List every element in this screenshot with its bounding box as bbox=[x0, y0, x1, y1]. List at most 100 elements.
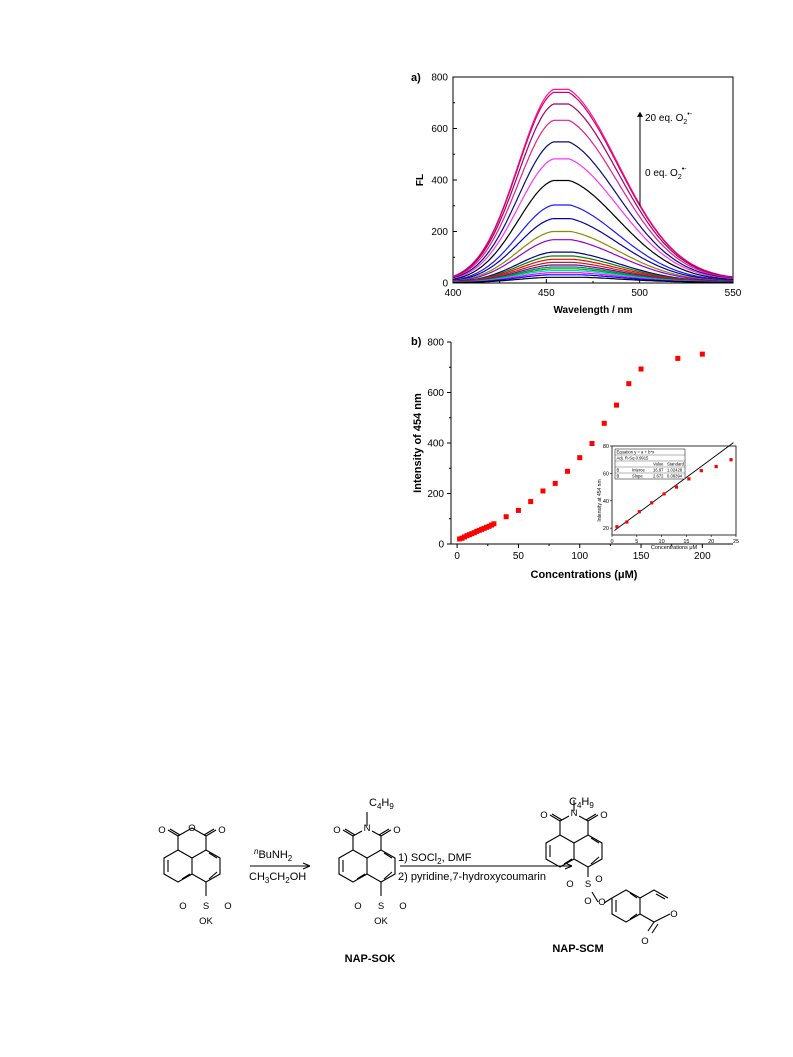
panel-label-a: a) bbox=[411, 72, 421, 84]
inset-data-point bbox=[729, 458, 733, 462]
spectrum-series-10 bbox=[452, 230, 733, 282]
reagent-top: nBuNH2 bbox=[254, 847, 293, 863]
atom-label: OK bbox=[374, 916, 388, 927]
atom-label: O bbox=[641, 936, 648, 947]
data-point bbox=[515, 507, 521, 513]
inset-fit-table bbox=[614, 448, 686, 480]
spectrum-series-2 bbox=[452, 91, 734, 278]
y-tick-label: 0 bbox=[438, 540, 444, 551]
x-tick-label: 200 bbox=[694, 551, 711, 562]
data-point bbox=[564, 468, 570, 474]
compound-1-structure bbox=[163, 827, 221, 896]
reagent-bottom: CH3CH2OH bbox=[249, 871, 306, 885]
y-tick-label: 400 bbox=[427, 439, 444, 450]
atom-label: OK bbox=[199, 916, 213, 927]
inset-y-tick-label: 40 bbox=[603, 499, 609, 505]
data-point bbox=[577, 455, 583, 461]
x-tick-label: 100 bbox=[571, 551, 588, 562]
titration-arrow-head bbox=[637, 111, 643, 117]
compound-name-nap-scm: NAP-SCM bbox=[552, 943, 603, 955]
butyl-label: C4H9 bbox=[369, 797, 394, 811]
atom-label: N bbox=[571, 808, 578, 819]
annotation-20eq: 20 eq. O2•- bbox=[645, 111, 693, 126]
spectrum-series-4 bbox=[452, 119, 734, 279]
x-tick-label: 500 bbox=[631, 288, 648, 299]
x-tick-label: 150 bbox=[633, 551, 650, 562]
spectrum-series-3 bbox=[452, 103, 734, 278]
inset-x-tick-label: 20 bbox=[708, 539, 714, 545]
panel-label-b: b) bbox=[411, 336, 422, 348]
atom-label: O bbox=[566, 879, 573, 890]
inset-table-row2-value: 2.672 bbox=[653, 474, 664, 479]
inset-data-point bbox=[625, 520, 629, 524]
data-point bbox=[491, 521, 497, 527]
data-point bbox=[589, 441, 595, 447]
y-axis-label: FL bbox=[415, 174, 426, 186]
inset-data-point bbox=[699, 469, 703, 473]
inset-table-row1-param: Interce bbox=[632, 468, 645, 473]
data-point bbox=[528, 499, 534, 505]
data-point bbox=[614, 402, 620, 408]
inset-table-row1-std: 1.02428 bbox=[667, 468, 683, 473]
data-point bbox=[552, 480, 558, 486]
atom-label: O bbox=[218, 825, 225, 836]
atom-label: S bbox=[203, 901, 209, 912]
atom-label: O bbox=[670, 909, 677, 920]
inset-table-row1-name: B bbox=[617, 468, 620, 473]
atom-label: O bbox=[158, 825, 165, 836]
atom-label: O bbox=[188, 823, 195, 834]
inset-table-adjr: Adj. R-Sq 0.9915 bbox=[617, 456, 650, 461]
atom-label: S bbox=[378, 901, 384, 912]
x-tick-label: 0 bbox=[454, 551, 460, 562]
y-axis-label: Intensity of 454 nm bbox=[412, 393, 424, 493]
y-tick-label: 200 bbox=[427, 489, 444, 500]
reagent-step2: 2) pyridine,7-hydroxycoumarin bbox=[398, 871, 546, 883]
inset-x-axis-label: Concentrations μM bbox=[651, 545, 698, 551]
plot-frame bbox=[452, 76, 734, 284]
inset-x-tick-label: 10 bbox=[659, 539, 665, 545]
inset-data-point bbox=[674, 485, 679, 489]
fluorescence-spectra-chart: 400 450 500 550 0 200 400 600 800 Wavelength / nm… bbox=[415, 73, 742, 317]
inset-table-head-value: Value bbox=[653, 462, 664, 467]
y-tick-label: 200 bbox=[431, 227, 448, 238]
inset-y-tick-label: 80 bbox=[603, 444, 609, 450]
butyl-label: C4H9 bbox=[569, 796, 594, 810]
x-axis-label: Wavelength / nm bbox=[553, 305, 632, 316]
atom-label: O bbox=[354, 901, 361, 912]
inset-data-point bbox=[615, 525, 619, 529]
intensity-concentration-chart: 0 50 100 150 2000200400600800Concentrations … bbox=[412, 338, 739, 582]
inset-y-axis-label: Intensity at 454 nm bbox=[597, 479, 603, 521]
reagent-step1: 1) SOCl2, DMF bbox=[398, 852, 472, 866]
atom-label: N bbox=[364, 823, 371, 834]
data-point bbox=[503, 514, 509, 520]
y-tick-label: 800 bbox=[431, 73, 448, 84]
atom-label: S bbox=[585, 879, 591, 890]
inset-table-row2-std: 0.08394 bbox=[667, 474, 683, 479]
atom-label: O bbox=[598, 897, 605, 908]
atom-label: O bbox=[600, 810, 607, 821]
compound-3-structure bbox=[545, 800, 671, 934]
atom-label: O bbox=[399, 901, 406, 912]
y-tick-label: 600 bbox=[431, 124, 448, 135]
data-point bbox=[540, 488, 546, 494]
data-point bbox=[638, 366, 644, 372]
spectrum-series-9 bbox=[452, 218, 734, 282]
inset-data-point bbox=[650, 501, 654, 505]
inset-x-tick-label: 15 bbox=[683, 539, 689, 545]
inset-fit-line bbox=[614, 442, 734, 531]
spectrum-series-5 bbox=[452, 141, 734, 280]
compound-2-structure bbox=[338, 812, 396, 896]
data-point bbox=[626, 381, 632, 387]
spectrum-series-22 bbox=[452, 276, 733, 284]
atom-label: O bbox=[333, 825, 340, 836]
x-tick-label: 550 bbox=[725, 288, 742, 299]
inset-y-tick-label: 20 bbox=[603, 526, 609, 532]
inset-x-tick-label: 0 bbox=[610, 539, 613, 545]
data-point bbox=[601, 420, 607, 426]
inset-x-tick-label: 25 bbox=[733, 539, 739, 545]
spectrum-series-11 bbox=[452, 239, 734, 282]
synthesis-scheme: O O O O S O OK O N O O S O OK O N O S O … bbox=[158, 796, 677, 965]
x-tick-label: 50 bbox=[513, 551, 525, 562]
inset-data-point bbox=[687, 477, 691, 481]
data-point bbox=[699, 351, 705, 357]
